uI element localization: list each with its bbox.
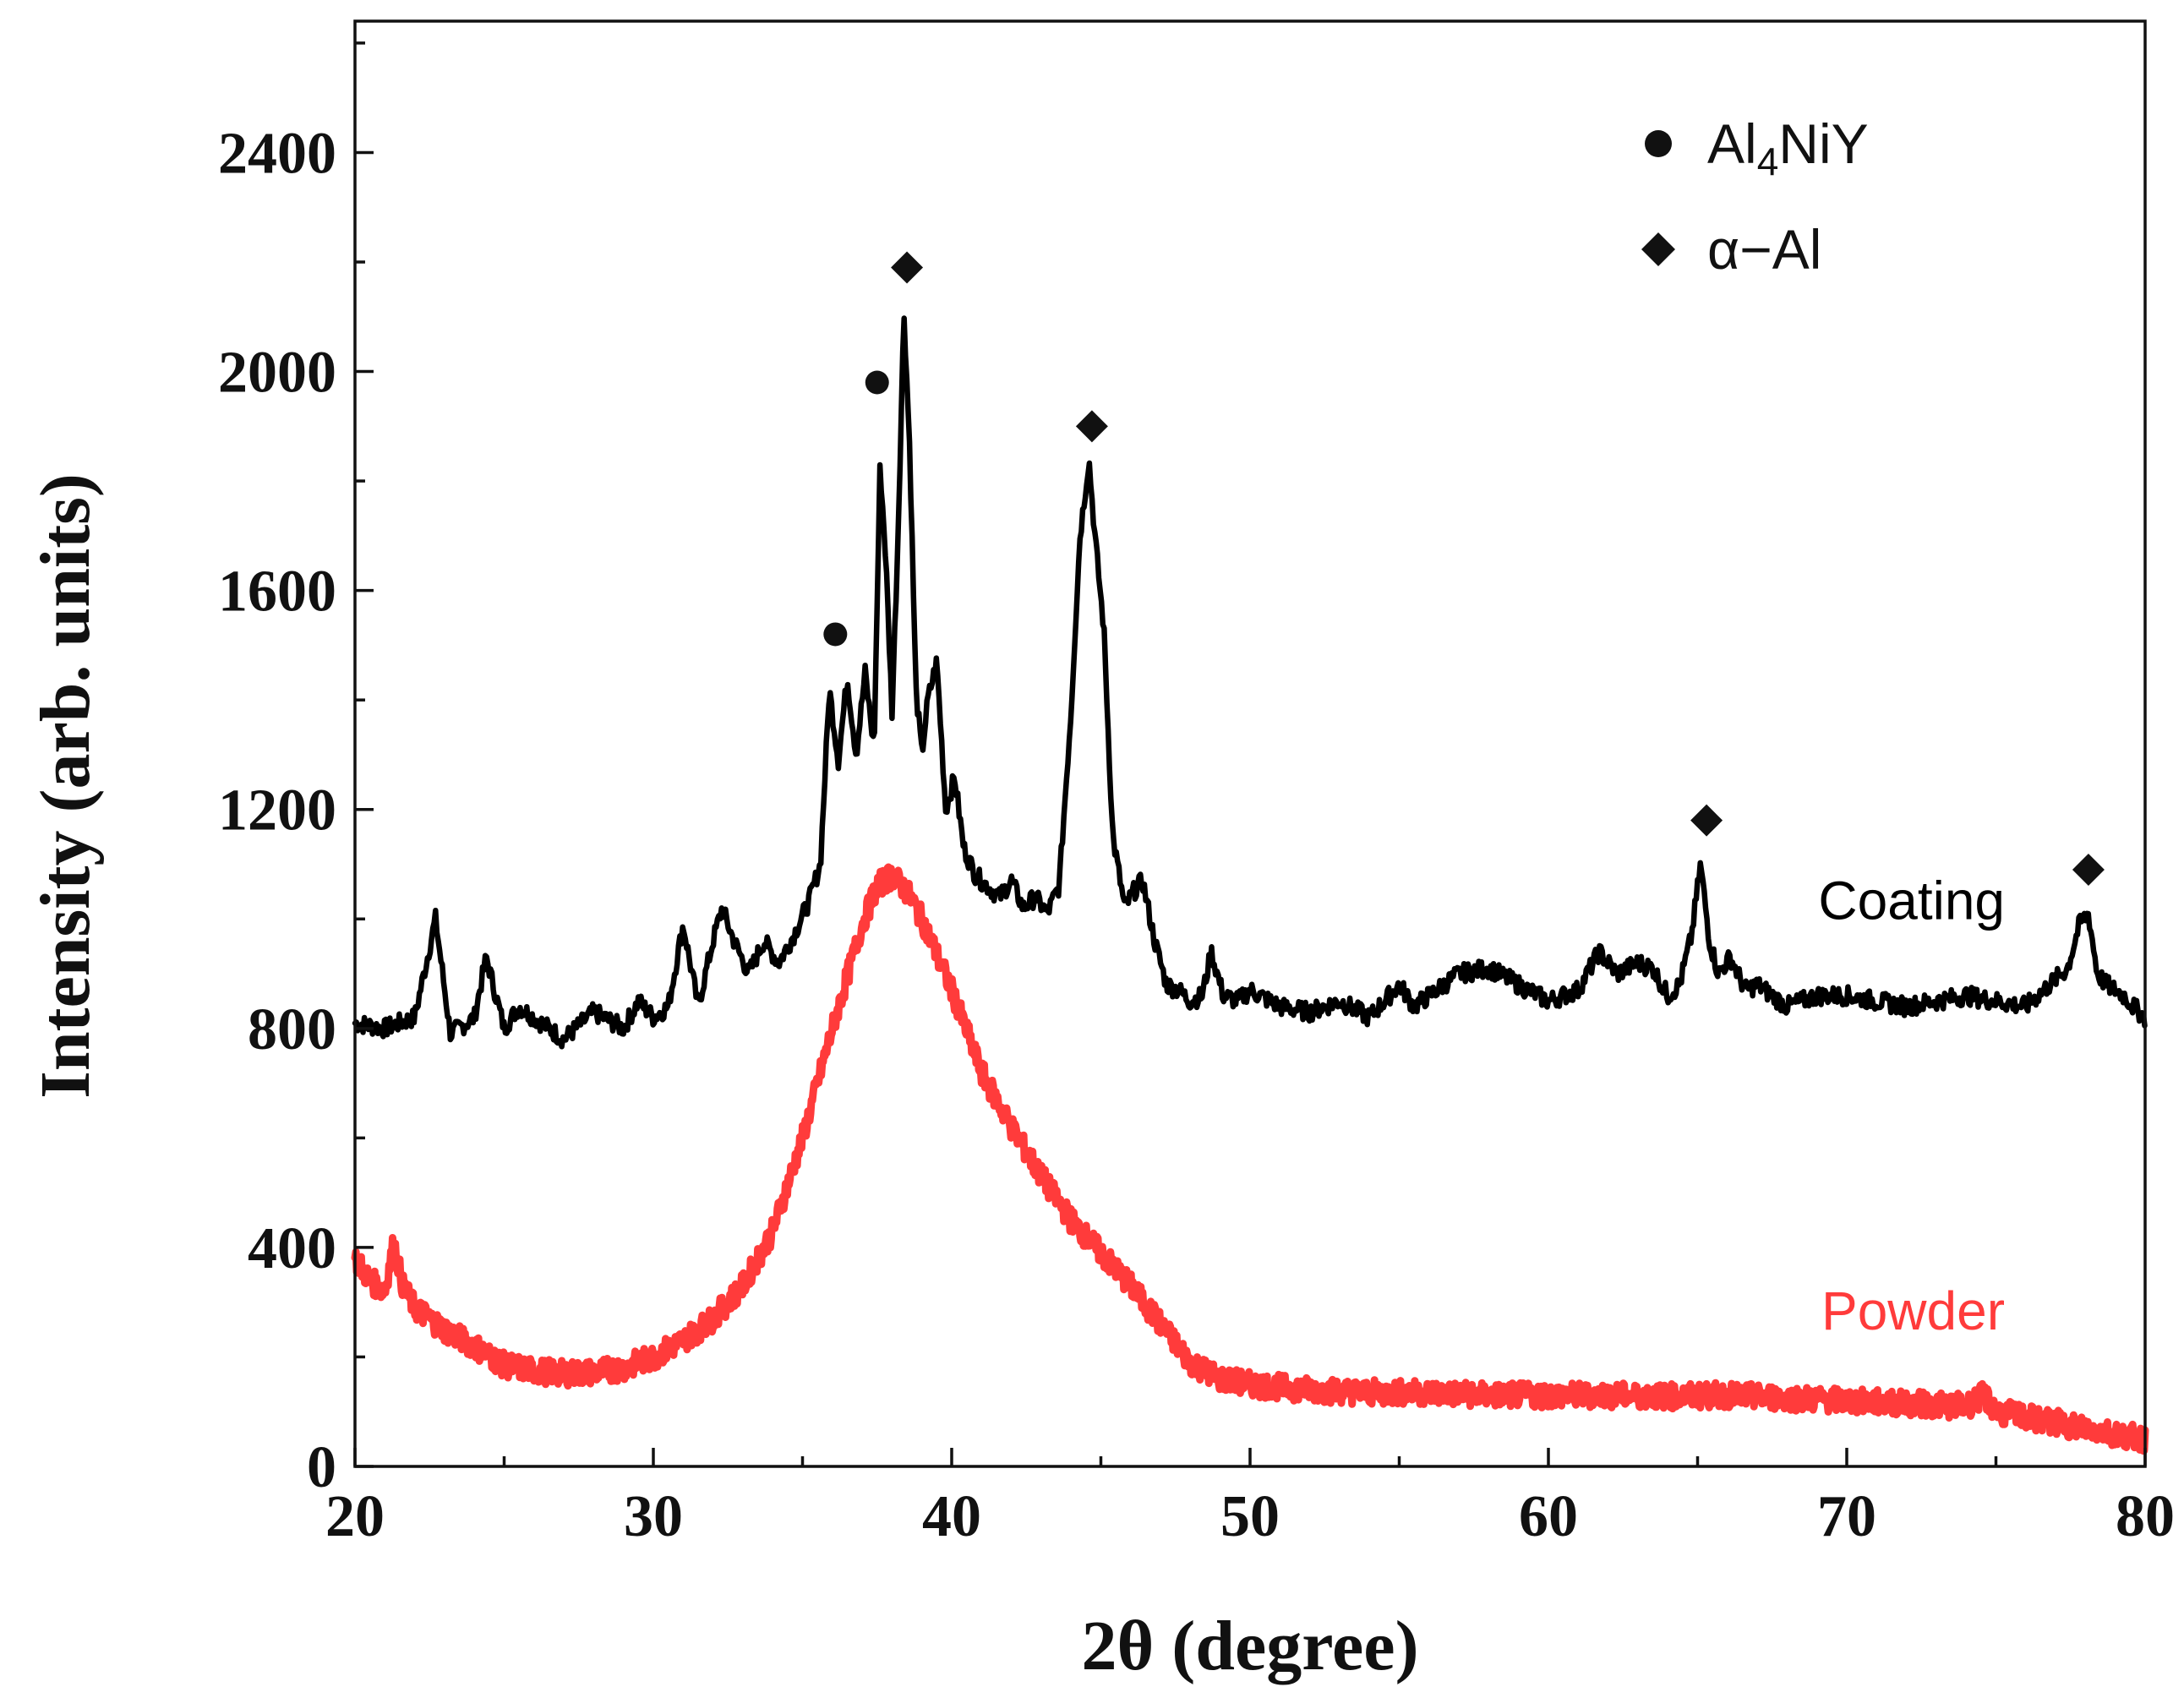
x-tick-label: 40	[922, 1484, 981, 1549]
legend: Al4NiY α−Al	[1641, 112, 1869, 281]
alpha-al-peak-marker	[1075, 410, 1108, 443]
y-tick-label: 2400	[218, 121, 336, 186]
y-tick-label: 2000	[218, 341, 336, 406]
y-tick-label: 1600	[218, 560, 336, 625]
x-tick-label: 20	[325, 1484, 385, 1549]
x-axis-ticks: 20 30 40 50 60 70 80	[325, 1448, 2175, 1549]
legend-circle-marker	[1645, 130, 1672, 157]
legend-al4niy-subscript: 4	[1757, 139, 1779, 183]
legend-al4niy-rest: NiY	[1778, 112, 1868, 175]
al4niy-peak-marker	[865, 370, 889, 395]
legend-al4niy-main: Al	[1707, 112, 1757, 175]
powder-trace	[351, 863, 2149, 1455]
y-axis-ticks: 0 400 800 1200 1600 2000 2400	[218, 41, 374, 1500]
x-tick-label: 70	[1817, 1484, 1876, 1549]
coating-trace	[352, 315, 2148, 1050]
y-axis-title: Intensity (arb. units)	[26, 473, 105, 1099]
y-tick-label: 400	[248, 1216, 336, 1281]
x-tick-label: 80	[2116, 1484, 2175, 1549]
plot-traces	[351, 315, 2149, 1455]
coating-series-label: Coating	[1818, 870, 2005, 931]
legend-alpha-al-main: α−Al	[1707, 218, 1821, 281]
y-tick-label: 800	[248, 997, 336, 1062]
legend-label-alpha-al: α−Al	[1707, 218, 1821, 281]
alpha-al-peak-marker	[1690, 804, 1723, 837]
al4niy-peak-marker	[823, 622, 848, 647]
x-tick-label: 60	[1519, 1484, 1578, 1549]
x-axis-title: 2θ (degree)	[1081, 1607, 1418, 1685]
alpha-al-peak-marker	[891, 251, 924, 284]
y-tick-label: 1200	[218, 778, 336, 844]
legend-diamond-marker	[1641, 232, 1675, 266]
legend-label-al4niy: Al4NiY	[1707, 112, 1869, 183]
x-tick-label: 50	[1220, 1484, 1280, 1549]
x-tick-label: 30	[624, 1484, 683, 1549]
alpha-al-peak-marker	[2072, 853, 2105, 886]
powder-series-label: Powder	[1821, 1280, 2005, 1341]
phase-markers	[823, 251, 2105, 886]
y-tick-label: 0	[307, 1435, 336, 1500]
